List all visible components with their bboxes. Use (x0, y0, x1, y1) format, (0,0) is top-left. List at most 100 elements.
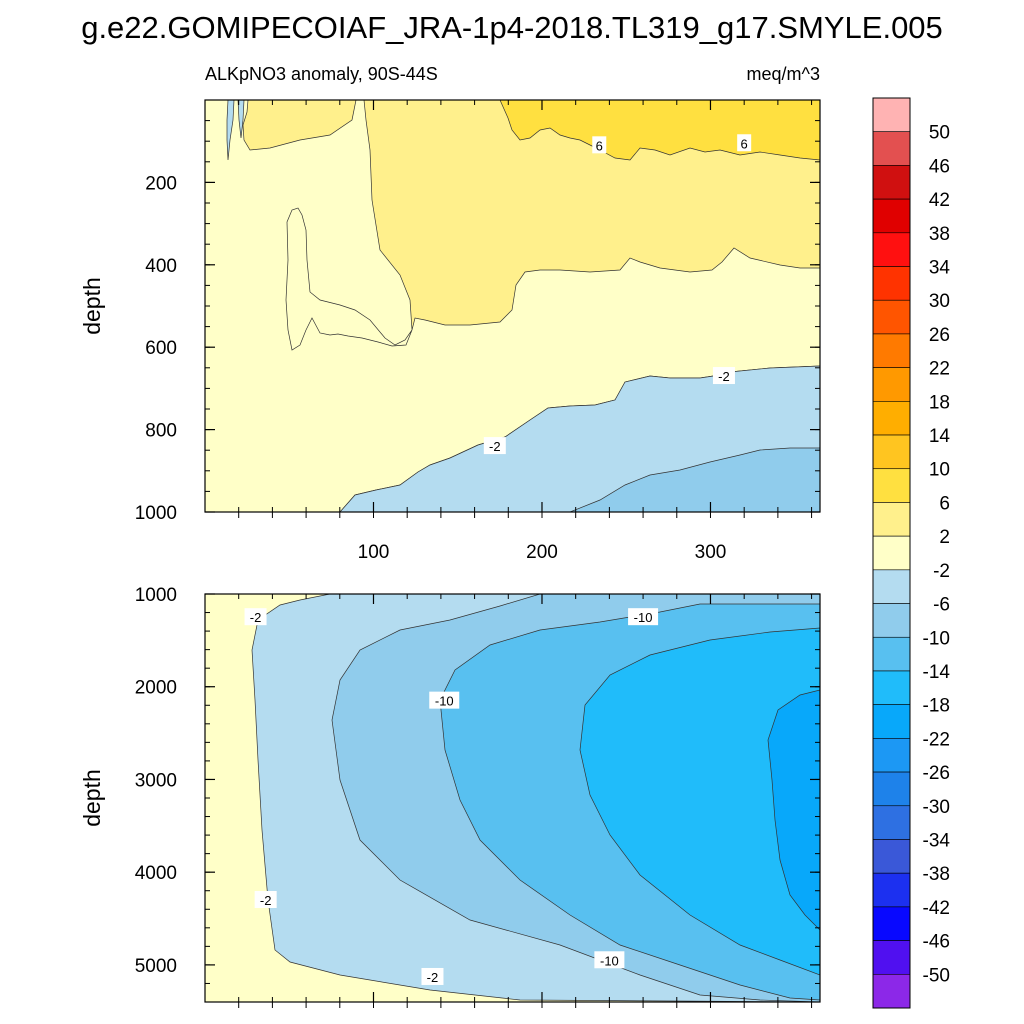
colorbar-label: 6 (939, 493, 950, 514)
contour-label-bg (483, 437, 506, 455)
colorbar-label: 42 (929, 190, 950, 211)
colorbar-swatch (872, 973, 911, 1009)
colorbar-swatch (872, 333, 911, 368)
upper-contour-labels: 6 6 -2 -2 (483, 134, 752, 455)
upper-y-ticks: 200 400 600 800 1000 (135, 99, 820, 524)
contour-label: -2 (427, 970, 439, 985)
colorbar-label: 38 (929, 224, 950, 245)
colorbar-label: 2 (939, 527, 950, 548)
colorbar-label: 14 (929, 426, 951, 447)
colorbar-swatch (872, 839, 911, 874)
colorbar-label: -38 (923, 864, 950, 885)
variable-label: ALKpNO3 anomaly, 90S-44S (205, 64, 438, 84)
upper-y-tick-label: 1000 (135, 503, 177, 524)
colorbar-label: -14 (923, 662, 951, 683)
colorbar-swatch (872, 738, 911, 773)
colorbar-label: 26 (929, 325, 950, 346)
colorbar-label: 22 (929, 359, 950, 380)
colorbar-swatch (872, 805, 911, 840)
x-tick-label: 300 (695, 542, 727, 563)
colorbar-label: -6 (933, 595, 950, 616)
colorbar-swatch (872, 232, 911, 267)
colorbar-label: 10 (929, 460, 950, 481)
lower-y-ticks: 1000 2000 3000 4000 5000 (135, 585, 820, 1003)
lower-contour-fill-neg14-to-neg18 (579, 627, 820, 976)
lower-contour-fill-neg18-to-neg22 (767, 689, 820, 931)
colorbar-swatch (872, 535, 911, 571)
contour-label: -10 (634, 610, 653, 625)
colorbar-swatch (872, 97, 911, 133)
x-tick-label: 100 (358, 542, 390, 563)
colorbar-swatch (872, 468, 911, 503)
colorbar-swatch (872, 940, 911, 975)
colorbar-swatch (872, 704, 911, 739)
contour-label: 6 (596, 138, 603, 153)
colorbar-swatch (872, 670, 911, 705)
colorbar-swatch (872, 569, 911, 604)
upper-y-tick-label: 200 (145, 173, 177, 194)
contour-label-bg (737, 134, 752, 152)
colorbar-label: 34 (929, 258, 951, 279)
colorbar-label: -42 (923, 898, 950, 919)
colorbar-swatch (872, 434, 911, 470)
colorbar-swatch (872, 872, 911, 908)
contour-label: -2 (250, 610, 262, 625)
colorbar-label: 18 (929, 392, 950, 413)
colorbar-label: -22 (923, 729, 950, 750)
colorbar-swatch (872, 502, 911, 537)
lower-y-tick-label: 2000 (135, 678, 177, 699)
lower-y-tick-label: 3000 (135, 770, 177, 791)
colorbar-swatch (872, 906, 911, 941)
colorbar-swatch (872, 266, 911, 301)
contour-fill-neg6-to-neg10 (569, 447, 820, 512)
contour-label-bg (421, 967, 444, 985)
lower-y-tick-label: 5000 (135, 956, 177, 977)
contour-label-bg (712, 367, 735, 385)
colorbar-swatch (872, 165, 911, 200)
contour-label: -2 (489, 439, 501, 454)
colorbar-swatch (872, 771, 911, 807)
contour-fill-sliver-2 (237, 100, 245, 139)
colorbar-label: -46 (923, 932, 950, 953)
lower-x-ticks (238, 594, 813, 1008)
contour-label-bg (594, 951, 625, 969)
colorbar-label: 30 (929, 291, 950, 312)
upper-y-tick-label: 600 (145, 338, 177, 359)
contour-label-bg (429, 691, 460, 709)
colorbar-label: -2 (933, 561, 950, 582)
colorbar-label: -50 (923, 965, 950, 986)
contour-fill-sliver (226, 100, 235, 161)
colorbar: 50 46 42 38 34 30 26 22 18 14 10 6 2 -2 -6 -10 -14 -18 -22… (872, 97, 951, 1009)
lower-contour-labels: -2 -10 -10 -2 -10 -2 (244, 608, 659, 985)
lower-y-axis-title: depth (79, 769, 105, 827)
upper-y-axis-title: depth (79, 277, 105, 335)
lower-y-tick-label: 1000 (135, 585, 177, 606)
colorbar-swatch (872, 131, 911, 166)
colorbar-label: -30 (923, 797, 950, 818)
colorbar-label: 46 (929, 156, 950, 177)
contour-label-bg (254, 891, 277, 908)
x-tick-label: 200 (526, 542, 558, 563)
colorbar-frame (872, 97, 911, 1009)
lower-panel: -2 -10 -10 -2 -10 -2 1000 2000 3000 4000 5000 dep… (79, 585, 821, 1008)
upper-x-ticks: 100 200 300 (238, 100, 813, 563)
colorbar-swatch (872, 636, 911, 672)
upper-y-tick-label: 400 (145, 256, 177, 277)
lower-y-tick-label: 4000 (135, 863, 177, 884)
colorbar-swatch (872, 367, 911, 402)
contour-label-bg (628, 608, 659, 626)
colorbar-label: 50 (929, 123, 950, 144)
contour-label: 6 (741, 136, 748, 151)
colorbar-label: -10 (923, 628, 950, 649)
contour-label: -2 (718, 369, 730, 384)
figure-title: g.e22.GOMIPECOIAF_JRA-1p4-2018.TL319_g17… (81, 10, 943, 45)
colorbar-swatch (872, 299, 911, 335)
contour-label-bg (244, 608, 267, 626)
contour-label: -2 (260, 893, 272, 908)
contour-label-bg (592, 136, 607, 154)
colorbar-label: -18 (923, 696, 950, 717)
upper-y-tick-label: 800 (145, 421, 177, 442)
colorbar-label: -34 (923, 830, 951, 851)
units-label: meq/m^3 (747, 64, 820, 84)
